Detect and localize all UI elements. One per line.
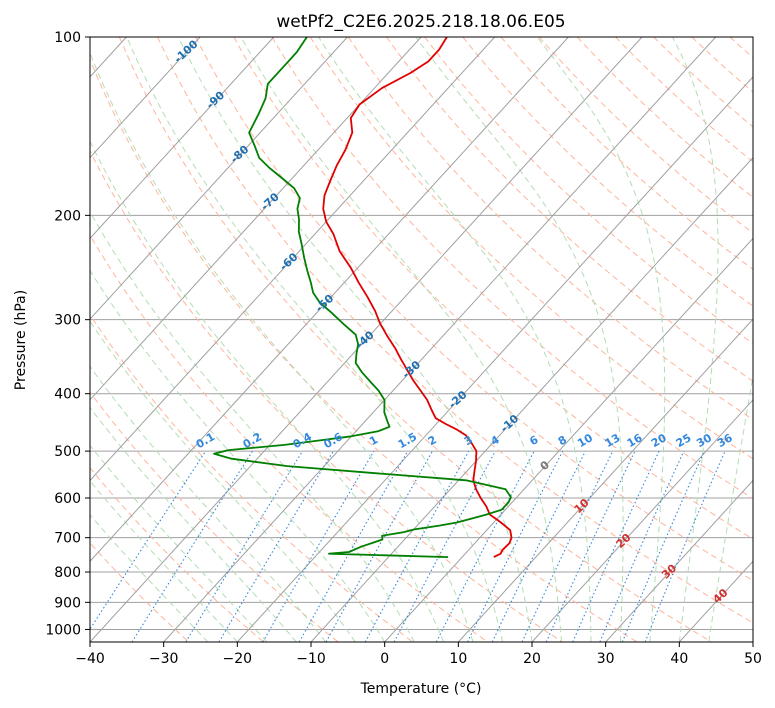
x-tick-label: 0 bbox=[380, 651, 389, 667]
y-tick-label: 200 bbox=[54, 208, 81, 224]
y-tick-label: 500 bbox=[54, 444, 81, 460]
dry-adiabat bbox=[576, 37, 753, 198]
dry-adiabat bbox=[462, 37, 753, 307]
x-tick-label: 50 bbox=[744, 651, 762, 667]
isotherm bbox=[163, 37, 717, 642]
isotherm bbox=[90, 37, 643, 642]
isotherm bbox=[236, 76, 753, 642]
moist-adiabat bbox=[90, 365, 327, 642]
x-tick-label: 20 bbox=[523, 651, 541, 667]
isotherm bbox=[457, 318, 753, 642]
x-tick-label: −40 bbox=[75, 651, 105, 667]
mixing-ratio-line bbox=[644, 450, 726, 642]
mixing-ratio-line bbox=[599, 450, 685, 642]
dry-adiabat bbox=[90, 234, 488, 642]
moist-adiabat bbox=[126, 37, 503, 642]
moist-adiabat bbox=[90, 444, 268, 642]
isotherm bbox=[90, 37, 275, 240]
moist-adiabat bbox=[90, 320, 356, 642]
x-tick-label: −10 bbox=[296, 651, 326, 667]
mixing-ratio-line bbox=[185, 450, 304, 642]
moist-adiabat bbox=[536, 37, 666, 642]
dry-adiabat bbox=[233, 37, 753, 540]
mixing-ratio-line bbox=[621, 450, 705, 642]
mixing-ratio-line bbox=[364, 450, 470, 642]
x-tick-label: 40 bbox=[670, 651, 688, 667]
moist-adiabat bbox=[177, 37, 533, 642]
chart-title: wetPf2_C2E6.2025.218.18.06.E05 bbox=[276, 12, 565, 32]
mixing-ratio-line bbox=[131, 450, 254, 642]
mixing-ratio-line bbox=[467, 450, 564, 642]
dry-adiabat bbox=[90, 58, 638, 642]
temperature-line bbox=[322, 37, 513, 558]
isotherm bbox=[605, 479, 753, 642]
isotherm bbox=[90, 37, 569, 563]
x-tick-label: −20 bbox=[223, 651, 253, 667]
dry-adiabat bbox=[386, 37, 753, 382]
x-axis-ticks: −40 −30 −20 −10 0 10 20 30 40 50 bbox=[75, 642, 762, 667]
x-tick-label: 10 bbox=[449, 651, 467, 667]
pressure-gridlines bbox=[90, 37, 753, 630]
moist-adiabat bbox=[90, 269, 386, 642]
moist-adiabats bbox=[90, 37, 753, 642]
plot-frame bbox=[89, 36, 754, 643]
isotherm bbox=[90, 37, 422, 401]
moist-adiabat bbox=[90, 140, 445, 642]
isotherm bbox=[90, 37, 496, 482]
dry-adiabat bbox=[424, 37, 753, 344]
dry-adiabat bbox=[271, 37, 753, 500]
dry-adiabat bbox=[195, 37, 753, 582]
dry-adiabat bbox=[118, 37, 712, 642]
moist-adiabat bbox=[90, 480, 238, 642]
mixing-ratio-line bbox=[572, 450, 660, 642]
isotherm bbox=[384, 237, 753, 642]
moist-adiabat bbox=[90, 51, 474, 642]
sounding-series bbox=[213, 37, 513, 558]
y-tick-label: 1000 bbox=[45, 622, 81, 638]
y-tick-label: 800 bbox=[54, 565, 81, 581]
isotherm bbox=[90, 37, 201, 159]
dry-adiabat bbox=[538, 37, 753, 234]
moist-adiabat bbox=[240, 37, 562, 642]
x-tick-label: −30 bbox=[149, 651, 179, 667]
dry-adiabat bbox=[90, 314, 414, 642]
moist-adiabat bbox=[415, 37, 624, 642]
moist-adiabat bbox=[671, 37, 719, 642]
y-axis-ticks: 100 200 300 400 500 600 700 800 900 1000 bbox=[45, 30, 90, 638]
y-axis-label: Pressure (hPa) bbox=[13, 290, 29, 390]
y-tick-label: 700 bbox=[54, 531, 81, 547]
dewpoint-line bbox=[213, 37, 512, 558]
dry-adiabat bbox=[90, 149, 563, 642]
isotherm bbox=[90, 37, 348, 320]
isotherm bbox=[310, 156, 753, 642]
moist-adiabat bbox=[90, 210, 415, 642]
y-tick-label: 600 bbox=[54, 491, 81, 507]
y-tick-label: 300 bbox=[54, 313, 81, 329]
x-tick-label: 30 bbox=[597, 651, 615, 667]
dry-adiabat bbox=[90, 391, 339, 642]
y-tick-label: 900 bbox=[54, 595, 81, 611]
isotherms bbox=[90, 37, 753, 642]
y-tick-label: 400 bbox=[54, 387, 81, 403]
mixing-ratio-line bbox=[393, 450, 496, 642]
dry-adiabat bbox=[347, 37, 753, 421]
moist-adiabat bbox=[708, 372, 753, 642]
moist-adiabat bbox=[318, 37, 592, 642]
mixing-ratio-line bbox=[325, 450, 433, 642]
mixing-ratio-lines bbox=[90, 450, 726, 642]
y-tick-label: 100 bbox=[54, 30, 81, 46]
mixing-ratio-line bbox=[90, 450, 207, 631]
isotherm bbox=[531, 399, 753, 642]
x-axis-label: Temperature (°C) bbox=[360, 681, 482, 697]
moist-adiabat bbox=[90, 406, 297, 642]
